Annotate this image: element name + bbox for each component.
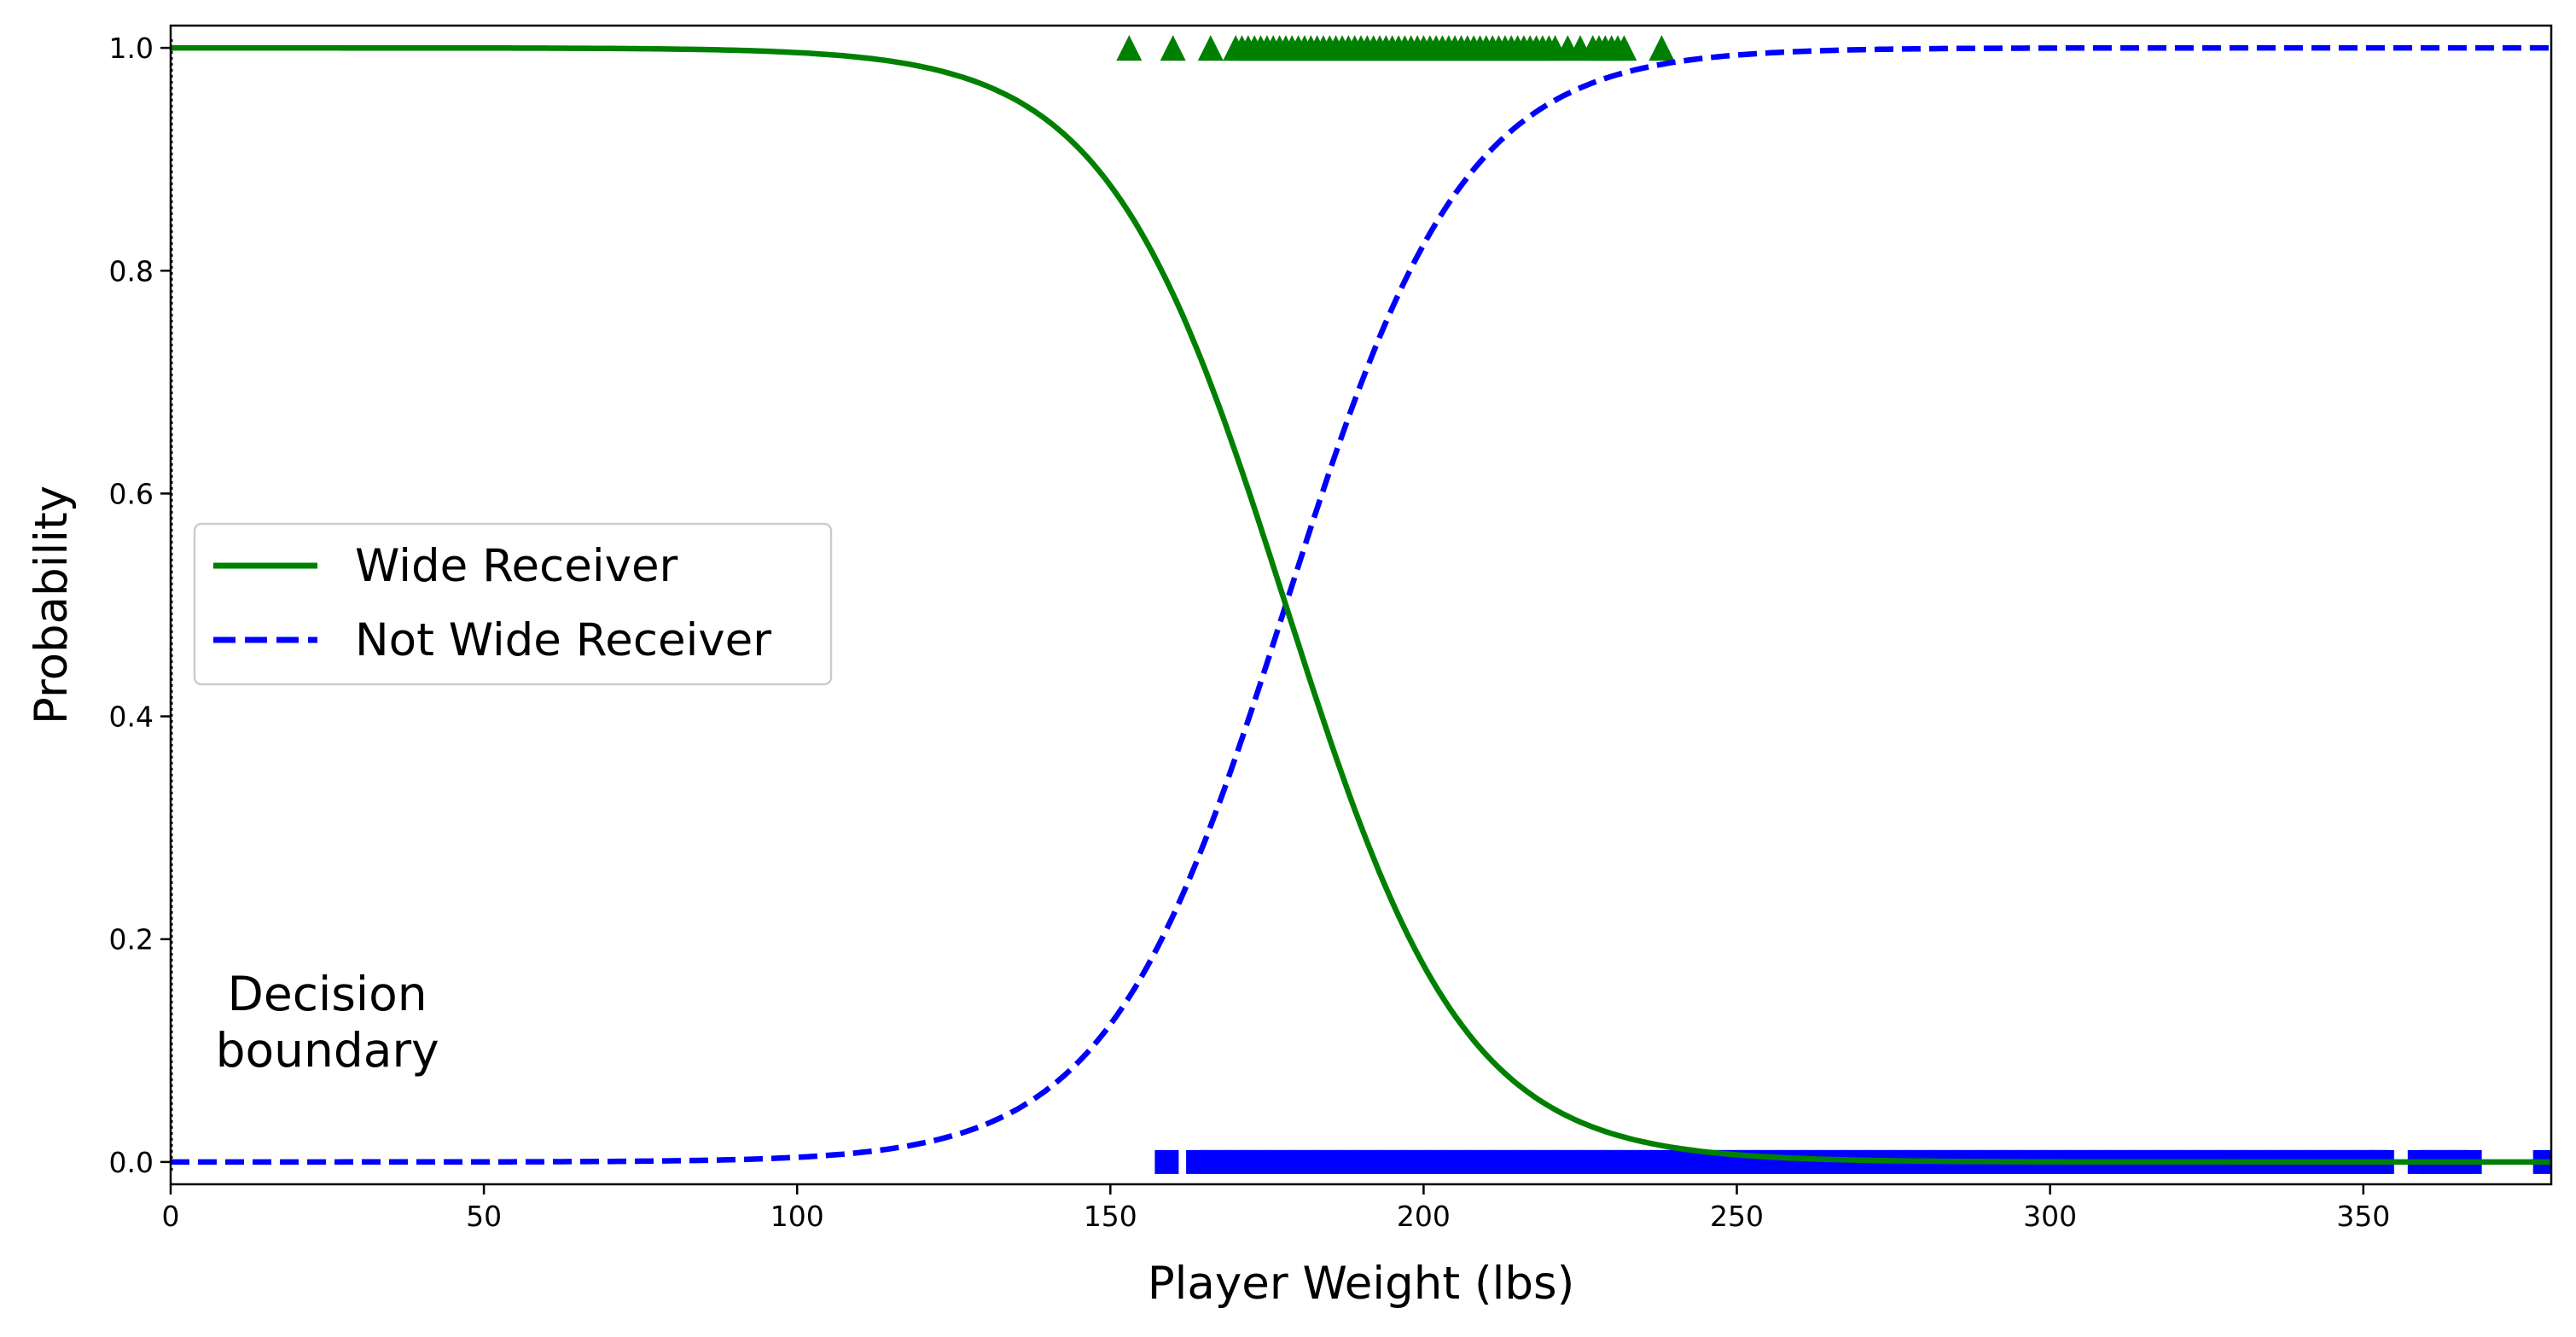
legend-box — [193, 522, 833, 686]
legend: Wide Receiver Not Wide Receiver — [193, 522, 833, 686]
y-tick-label: 0.0 — [109, 1146, 154, 1179]
x-tick-label: 100 — [770, 1200, 824, 1233]
y-axis-label: Probability — [26, 485, 78, 724]
x-tick-label: 0 — [162, 1200, 180, 1233]
data-point-wide-receiver — [1160, 35, 1186, 61]
x-axis-label: Player Weight (lbs) — [1148, 1258, 1575, 1310]
y-tick-label: 1.0 — [109, 32, 154, 65]
y-tick-label: 0.6 — [109, 477, 154, 510]
x-tick-label: 150 — [1084, 1200, 1137, 1233]
y-tick-label: 0.8 — [109, 254, 154, 288]
data-point-wide-receiver — [1611, 35, 1637, 61]
decision-boundary-annotation-line1: Decision — [228, 967, 427, 1021]
legend-label-wide-receiver: Wide Receiver — [355, 540, 678, 592]
x-tick-label: 250 — [1710, 1200, 1764, 1233]
x-tick-label: 200 — [1397, 1200, 1451, 1233]
data-point-wide-receiver — [1116, 35, 1143, 61]
y-tick-label: 0.4 — [109, 700, 154, 734]
x-tick-label: 300 — [2023, 1200, 2077, 1233]
decision-boundary-annotation-line2: boundary — [216, 1023, 439, 1078]
x-tick-label: 350 — [2336, 1200, 2390, 1233]
tick-layer: 0 50 100 150 200 250 300 350 0.0 0.2 0.4 0.6 0.8 1.0 — [109, 32, 2391, 1233]
series-line-not-wide-receiver — [171, 44, 2551, 1166]
plot-area — [171, 35, 2551, 1174]
data-point-not-wide-receiver — [1154, 1149, 1179, 1174]
legend-label-not-wide-receiver: Not Wide Receiver — [355, 614, 771, 666]
series-line-wide-receiver — [171, 44, 2551, 1166]
plot-clipped-group — [171, 35, 2551, 1174]
y-tick-label: 0.2 — [109, 923, 154, 956]
data-point-wide-receiver — [1649, 35, 1675, 61]
data-point-wide-receiver — [1197, 35, 1224, 61]
axes-frame — [169, 24, 2553, 1186]
x-tick-label: 50 — [466, 1200, 502, 1233]
